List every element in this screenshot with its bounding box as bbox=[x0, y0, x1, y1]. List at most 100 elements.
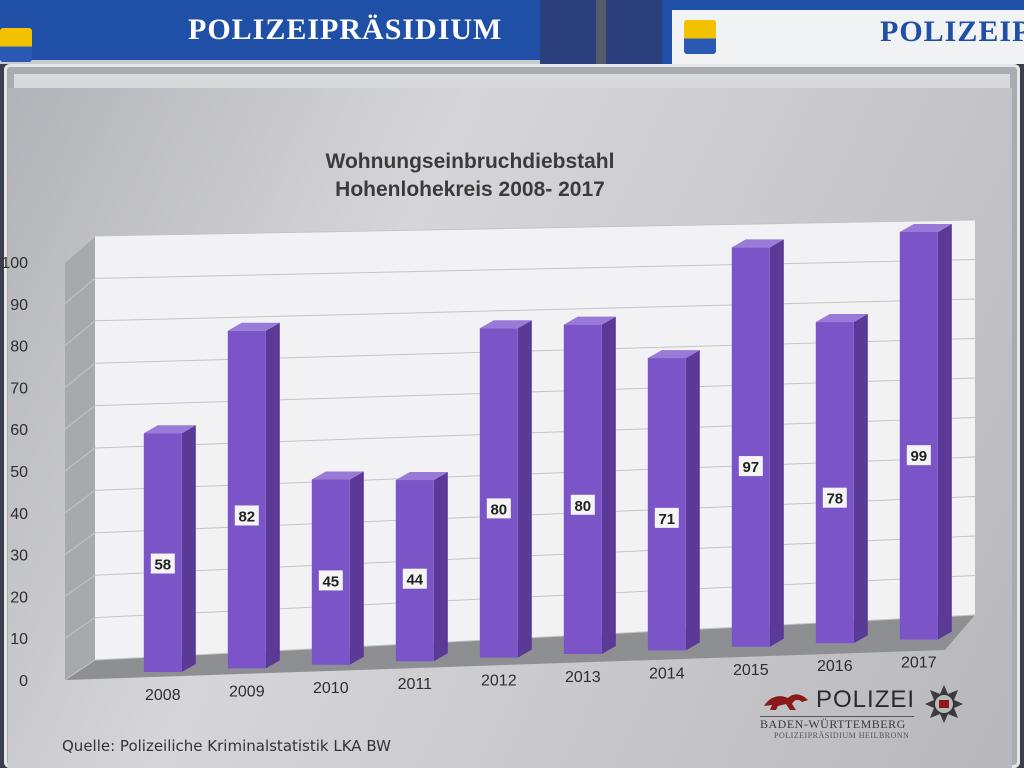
logo-wordmark: POLIZEI bbox=[816, 686, 916, 713]
police-star-icon bbox=[925, 685, 963, 723]
x-tick-label: 2017 bbox=[901, 655, 937, 672]
x-tick-label: 2010 bbox=[313, 680, 349, 697]
y-tick-label: 90 bbox=[10, 297, 28, 314]
bar-front bbox=[479, 328, 518, 658]
y-tick-label: 80 bbox=[10, 339, 28, 356]
bar-2011: 44 bbox=[395, 472, 448, 662]
bar-front bbox=[647, 358, 686, 651]
crest-icon bbox=[684, 20, 716, 54]
value-label-box bbox=[906, 445, 931, 466]
gridline bbox=[64, 259, 976, 305]
bar-side bbox=[853, 314, 868, 644]
x-tick-label: 2011 bbox=[398, 676, 433, 693]
bar-top bbox=[563, 316, 616, 325]
bar-side bbox=[601, 316, 616, 654]
bar-2012: 80 bbox=[479, 320, 532, 658]
bar-top bbox=[815, 314, 868, 323]
value-label: 82 bbox=[238, 508, 255, 525]
bar-top bbox=[479, 320, 532, 329]
value-label: 58 bbox=[154, 557, 171, 574]
value-label: 44 bbox=[406, 572, 423, 589]
value-label-box bbox=[234, 505, 259, 526]
bar-side bbox=[685, 350, 700, 651]
y-tick-label: 40 bbox=[10, 506, 28, 523]
chart-title-line1: Wohnungseinbruchdiebstahl bbox=[325, 150, 615, 173]
bar-front bbox=[731, 247, 770, 647]
bar-top bbox=[647, 350, 700, 359]
value-label: 80 bbox=[574, 498, 591, 515]
value-label: 71 bbox=[658, 511, 675, 528]
bar-top bbox=[311, 471, 364, 480]
value-label: 97 bbox=[742, 459, 759, 476]
bar-front bbox=[563, 324, 602, 654]
logo-department: POLIZEIPRÄSIDIUM HEILBRONN bbox=[774, 731, 910, 740]
chart-title: Wohnungseinbruchdiebstahl Hohenlohekreis… bbox=[260, 148, 680, 204]
bar-top bbox=[731, 239, 784, 248]
bar-2009: 82 bbox=[227, 322, 280, 669]
gridline bbox=[64, 298, 976, 346]
x-tick-label: 2008 bbox=[145, 687, 181, 704]
value-label-box bbox=[654, 507, 679, 528]
value-label: 80 bbox=[490, 501, 507, 518]
banner-left: POLIZEIPRÄSIDIUM bbox=[0, 0, 540, 64]
bar-side bbox=[517, 320, 532, 658]
y-tick-label: 70 bbox=[10, 380, 28, 397]
bar-2013: 80 bbox=[563, 316, 616, 654]
bar-side bbox=[433, 472, 448, 662]
value-label: 45 bbox=[322, 573, 339, 590]
bar-front bbox=[143, 433, 182, 672]
y-tick-label: 0 bbox=[19, 673, 28, 690]
bar-top bbox=[395, 472, 448, 481]
x-tick-label: 2015 bbox=[733, 662, 769, 679]
x-tick-label: 2013 bbox=[565, 669, 601, 686]
source-note: Quelle: Polizeiliche Kriminalstatistik L… bbox=[62, 737, 391, 755]
bar-top bbox=[899, 223, 952, 232]
bar-front bbox=[899, 231, 938, 640]
bar-top bbox=[143, 425, 196, 434]
bar-side bbox=[265, 322, 280, 669]
value-label: 99 bbox=[910, 448, 927, 465]
y-tick-label: 100 bbox=[1, 255, 28, 272]
value-label-box bbox=[822, 487, 847, 508]
value-label-box bbox=[486, 498, 511, 519]
bar-side bbox=[769, 239, 784, 647]
bar-2014: 71 bbox=[647, 350, 700, 651]
value-label-box bbox=[150, 553, 175, 574]
crest-icon bbox=[0, 28, 32, 62]
bar-2010: 45 bbox=[311, 471, 364, 665]
x-tick-label: 2012 bbox=[481, 673, 517, 690]
x-tick-label: 2014 bbox=[649, 665, 685, 682]
banner-right: POLIZEIP bbox=[662, 0, 1024, 64]
bar-side bbox=[349, 471, 364, 665]
banner-right-text: POLIZEIP bbox=[880, 15, 1024, 48]
bar-front bbox=[227, 330, 266, 669]
banner-left-text: POLIZEIPRÄSIDIUM bbox=[188, 13, 503, 46]
y-tick-label: 10 bbox=[10, 631, 28, 648]
bar-front bbox=[815, 322, 854, 644]
y-tick-label: 20 bbox=[10, 589, 28, 606]
bar-side bbox=[181, 425, 196, 672]
chart-side-wall bbox=[65, 236, 95, 680]
logo-state: BADEN-WÜRTTEMBERG bbox=[760, 717, 906, 731]
y-tick-label: 30 bbox=[10, 548, 28, 565]
value-label: 78 bbox=[826, 491, 843, 508]
value-label-box bbox=[318, 570, 343, 591]
bar-2015: 97 bbox=[731, 239, 784, 647]
value-label-box bbox=[570, 494, 595, 515]
bar-side bbox=[937, 223, 952, 640]
y-tick-label: 60 bbox=[10, 422, 28, 439]
police-logo: POLIZEI BADEN-WÜRTTEMBERG POLIZEIPRÄSIDI… bbox=[760, 684, 974, 746]
chart-title-line2: Hohenlohekreis 2008- 2017 bbox=[335, 178, 605, 201]
lion-icon bbox=[764, 694, 808, 710]
x-tick-label: 2016 bbox=[817, 658, 853, 675]
value-label-box bbox=[738, 456, 763, 477]
bar-top bbox=[227, 322, 280, 331]
bar-2016: 78 bbox=[815, 314, 868, 644]
bar-2008: 58 bbox=[143, 425, 196, 672]
x-tick-label: 2009 bbox=[229, 683, 265, 700]
gridline bbox=[64, 219, 976, 263]
bar-2017: 99 bbox=[899, 223, 952, 640]
gridline bbox=[64, 338, 976, 388]
value-label-box bbox=[402, 568, 427, 589]
